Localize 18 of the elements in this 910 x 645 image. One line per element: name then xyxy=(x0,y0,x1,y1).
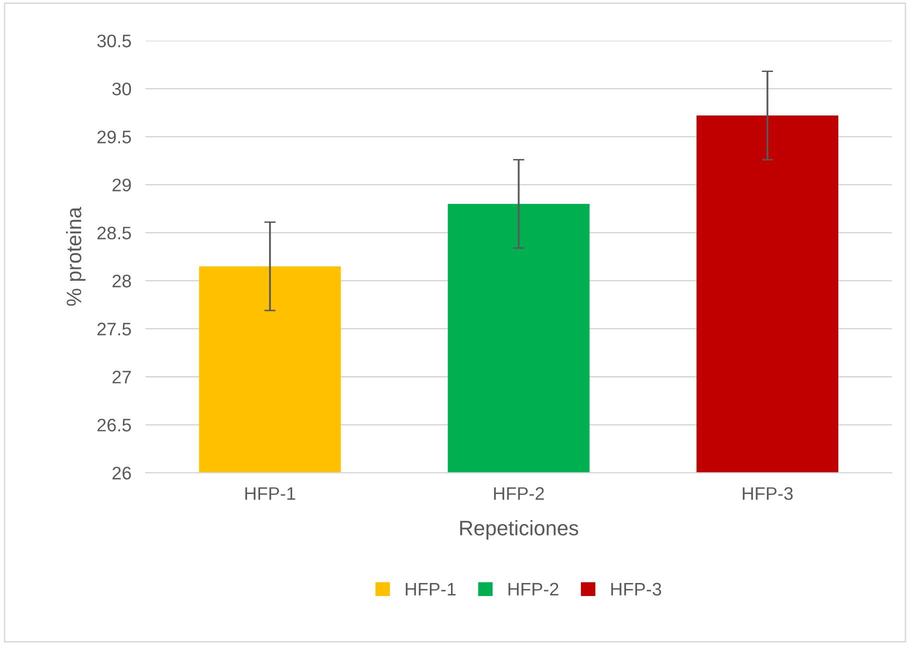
y-tick-label: 28 xyxy=(112,274,131,288)
legend-label: HFP-1 xyxy=(406,582,456,596)
y-tick-label: 30.5 xyxy=(97,34,131,48)
y-tick-label: 29 xyxy=(112,178,131,192)
y-tick-label: 29.5 xyxy=(97,130,131,144)
y-tick-label: 27.5 xyxy=(97,322,131,336)
y-tick-label: 28.5 xyxy=(97,226,131,240)
x-axis-title: Repeticiones xyxy=(460,520,578,540)
y-axis-title: % proteina xyxy=(66,206,86,306)
x-tick-label: HFP-1 xyxy=(245,487,296,500)
y-tick-label: 26.5 xyxy=(97,418,131,432)
legend-label: HFP-2 xyxy=(508,582,558,596)
legend-label: HFP-3 xyxy=(611,582,662,596)
x-tick-label: HFP-2 xyxy=(494,487,544,500)
y-tick-label: 26 xyxy=(112,466,131,480)
y-tick-label: 27 xyxy=(112,370,131,384)
x-tick-label: HFP-3 xyxy=(742,487,793,500)
y-tick-label: 30 xyxy=(112,82,132,96)
